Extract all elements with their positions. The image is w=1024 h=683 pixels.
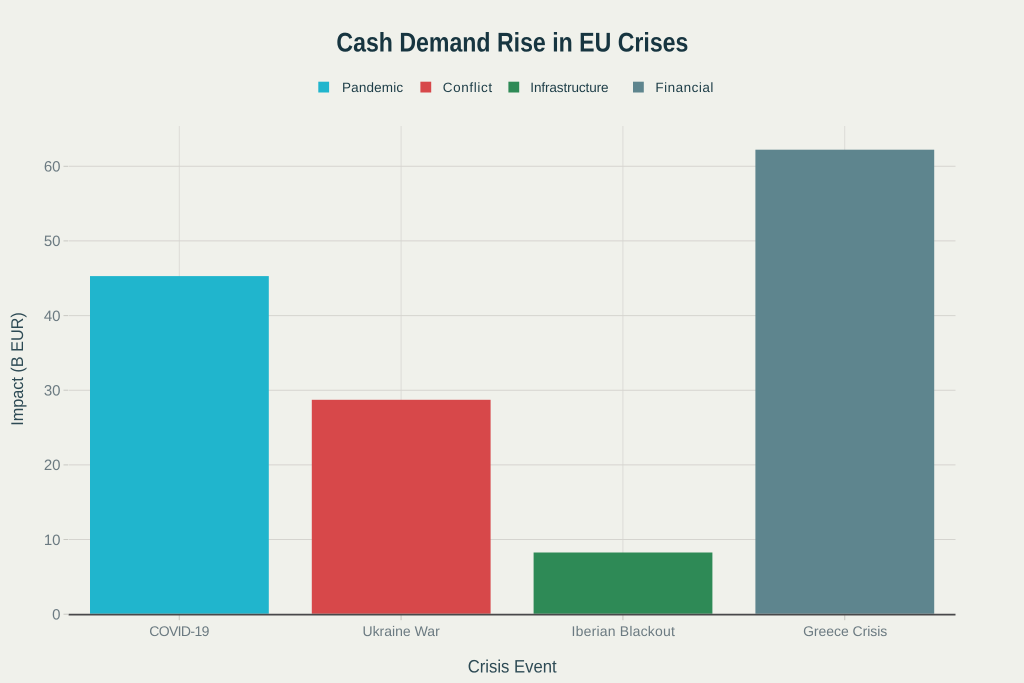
svg-text:COVID-19: COVID-19	[149, 623, 209, 639]
svg-text:Pandemic: Pandemic	[342, 80, 403, 95]
svg-text:Conflict: Conflict	[443, 80, 493, 95]
svg-text:40: 40	[44, 308, 61, 325]
svg-text:Greece Crisis: Greece Crisis	[803, 623, 887, 639]
svg-text:Impact (B EUR): Impact (B EUR)	[8, 312, 27, 426]
svg-text:Cash Demand Rise in EU Crises: Cash Demand Rise in EU Crises	[336, 28, 688, 58]
svg-text:Infrastructure: Infrastructure	[530, 80, 608, 95]
svg-text:0: 0	[52, 607, 60, 624]
svg-text:50: 50	[44, 233, 61, 250]
svg-text:Ukraine War: Ukraine War	[362, 623, 440, 639]
svg-text:20: 20	[44, 457, 61, 474]
svg-text:30: 30	[44, 383, 61, 400]
svg-text:Crisis Event: Crisis Event	[468, 657, 557, 677]
svg-text:Financial: Financial	[655, 80, 713, 95]
svg-text:10: 10	[44, 532, 61, 549]
svg-text:60: 60	[44, 159, 61, 176]
svg-text:Iberian Blackout: Iberian Blackout	[572, 623, 675, 639]
